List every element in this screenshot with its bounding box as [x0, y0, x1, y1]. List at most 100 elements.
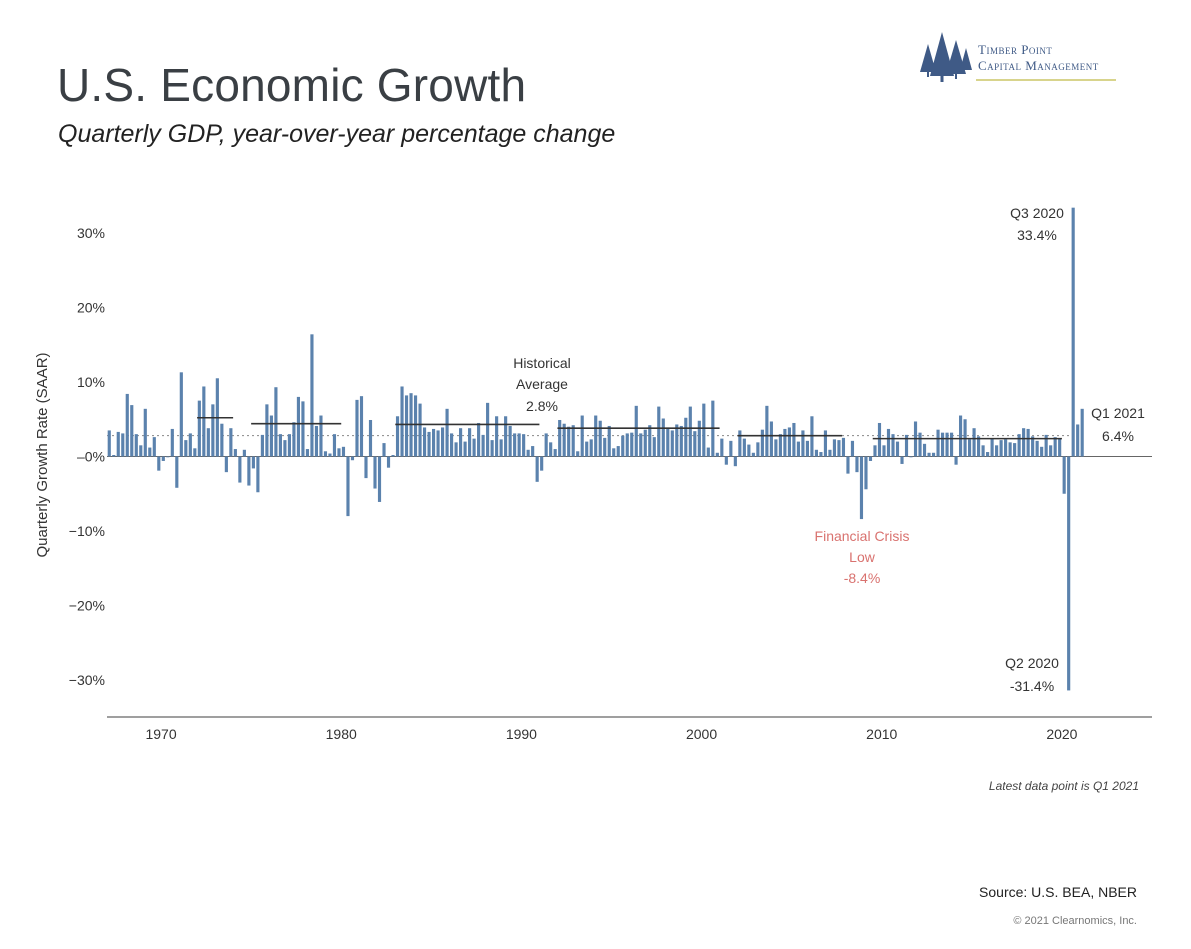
data-bar [1013, 443, 1017, 457]
data-bar [386, 456, 391, 468]
historical-average-value: 2.8% [526, 398, 558, 414]
historical-average-label: Average [516, 376, 568, 392]
data-bar [1008, 442, 1012, 457]
data-bar [116, 431, 120, 457]
data-bar [301, 401, 305, 457]
q2-2020-label: Q2 2020 [1005, 655, 1059, 671]
q1-2021-value: 6.4% [1102, 428, 1134, 444]
data-bar [949, 432, 954, 457]
data-bar [832, 439, 837, 457]
data-bar [490, 440, 494, 457]
data-bar [900, 456, 904, 464]
data-bar [729, 440, 733, 457]
q2-2020-value: -31.4% [1010, 678, 1054, 694]
data-bar [927, 452, 931, 457]
data-bar [796, 441, 800, 457]
data-bar [355, 399, 359, 457]
x-tick-label: 2010 [866, 726, 897, 742]
data-bar [229, 428, 233, 457]
data-bar [765, 405, 769, 457]
x-tick-label: 2000 [686, 726, 717, 742]
y-tick-label: –0% [77, 449, 105, 465]
data-bar [368, 419, 373, 457]
data-bar [972, 428, 976, 457]
data-bar [995, 445, 999, 457]
data-bar [332, 434, 337, 457]
data-bar [319, 415, 323, 457]
data-bar [634, 405, 638, 457]
data-bar [179, 372, 183, 457]
logo-underline [976, 79, 1116, 81]
data-bar [981, 445, 985, 457]
y-tick-label: 10% [77, 374, 105, 390]
data-bar [598, 420, 602, 457]
y-tick-label: 30% [77, 225, 105, 241]
data-bar [184, 440, 188, 457]
data-bar [522, 434, 526, 457]
data-bar [152, 437, 156, 457]
data-bar [148, 447, 152, 457]
data-bar [607, 425, 611, 457]
data-bar [909, 456, 913, 458]
data-bar [373, 456, 377, 489]
data-bar [652, 437, 656, 457]
logo-line-1: Timber Point [978, 42, 1053, 57]
data-bar [472, 438, 476, 457]
data-bar [828, 449, 832, 457]
data-bar [1022, 428, 1026, 457]
data-bar [967, 439, 972, 457]
data-bar [1040, 446, 1044, 457]
data-bar [742, 438, 746, 457]
data-bar [936, 429, 940, 457]
data-bar [688, 406, 692, 457]
data-bar [859, 456, 864, 520]
data-bar [904, 434, 909, 457]
logo-line-2: Capital Management [978, 58, 1099, 73]
data-bar [157, 456, 161, 471]
data-bar [238, 456, 242, 483]
data-bar [1031, 436, 1035, 457]
data-bar [283, 440, 287, 457]
data-bar [526, 449, 530, 457]
data-bar [143, 408, 147, 457]
data-bar [931, 452, 936, 457]
data-bar [612, 448, 616, 457]
data-bar [359, 396, 364, 457]
data-bar [274, 387, 278, 457]
data-bar [531, 446, 535, 457]
data-bar [256, 456, 260, 493]
data-bar [706, 447, 710, 457]
data-bar [553, 449, 557, 457]
data-bar [170, 428, 174, 457]
data-bar [247, 456, 251, 486]
q3-2020-label: Q3 2020 [1010, 205, 1064, 221]
x-tick-label: 1990 [506, 726, 537, 742]
data-bar [837, 440, 841, 457]
data-bar [756, 442, 760, 457]
data-bar [440, 427, 445, 457]
data-bar [625, 433, 629, 457]
data-bar [337, 448, 341, 457]
data-bar [121, 433, 125, 457]
data-bar [589, 439, 593, 457]
data-bar [427, 431, 431, 457]
data-bar [481, 434, 485, 457]
chart-title: U.S. Economic Growth [57, 59, 527, 111]
data-bar [977, 436, 981, 457]
data-bar [747, 444, 751, 457]
data-bar [760, 429, 764, 457]
data-bar [774, 439, 778, 457]
historical-average-label: Historical [513, 355, 571, 371]
data-bar [814, 449, 819, 457]
data-bar [643, 429, 647, 457]
data-bar [364, 456, 368, 479]
data-bar [413, 395, 418, 457]
source-text: Source: U.S. BEA, NBER [979, 884, 1137, 900]
data-bar [242, 449, 246, 457]
data-bar [233, 449, 237, 457]
data-bar [382, 443, 386, 457]
data-bar [197, 400, 201, 457]
data-bar [580, 415, 584, 457]
data-bar [400, 386, 404, 457]
data-bar [648, 425, 652, 457]
